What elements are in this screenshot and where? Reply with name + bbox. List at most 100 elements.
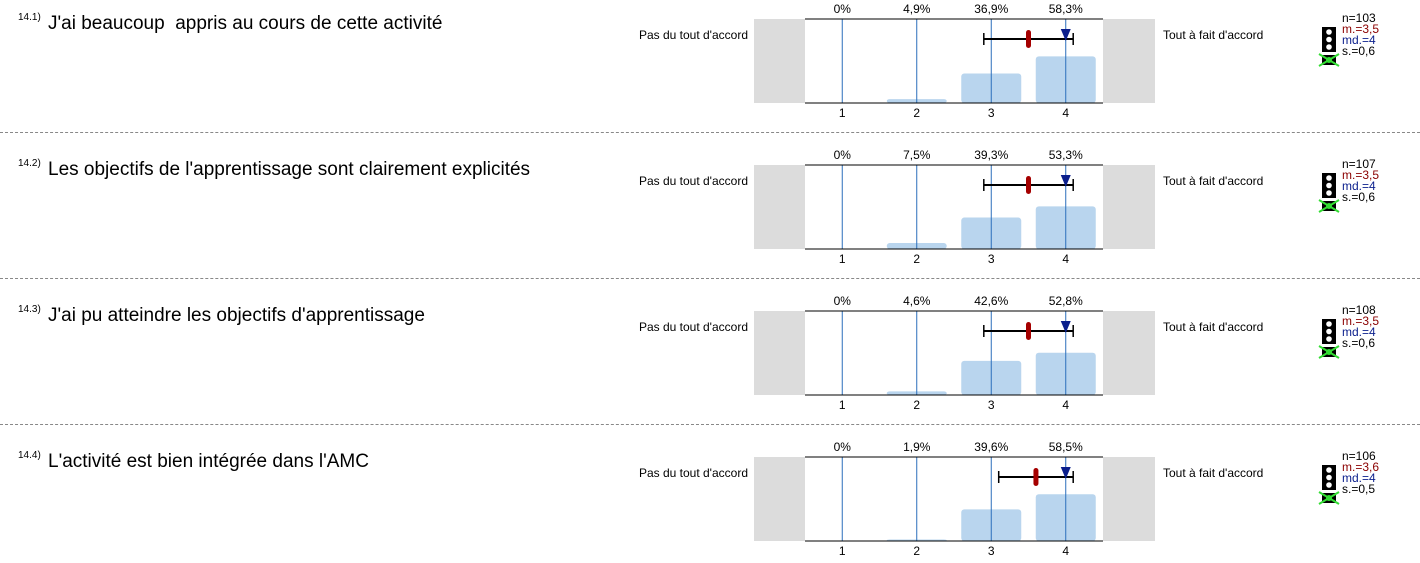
value-label: 0% — [834, 440, 852, 454]
left-label: Pas du tout d'accord — [639, 320, 748, 334]
question-number: 14.4) — [18, 450, 41, 461]
gray-box — [754, 19, 805, 103]
stat-median: md.=4 — [1342, 33, 1376, 47]
value-label: 39,6% — [974, 440, 1008, 454]
stat-median: md.=4 — [1342, 179, 1376, 193]
question-row: 14.1) J'ai beaucoup appris au cours de ce… — [0, 0, 1420, 146]
stat-sd: s.=0,6 — [1342, 44, 1375, 58]
right-label: Tout à fait d'accord — [1163, 174, 1263, 188]
light — [1326, 482, 1332, 488]
green-x — [1318, 491, 1340, 505]
stat-sd: s.=0,6 — [1342, 336, 1375, 350]
value-label: 53,3% — [1049, 148, 1083, 162]
x-tick-label: 1 — [839, 252, 846, 266]
left-label: Pas du tout d'accord — [639, 466, 748, 480]
value-label: 39,3% — [974, 148, 1008, 162]
stat-sd: s.=0,5 — [1342, 482, 1375, 496]
value-label: 7,5% — [903, 148, 931, 162]
value-label: 52,8% — [1049, 294, 1083, 308]
median-marker — [1060, 467, 1071, 479]
value-label: 42,6% — [974, 294, 1008, 308]
question-number: 14.3) — [18, 304, 41, 315]
stat-mean: m.=3,6 — [1342, 460, 1379, 474]
median-marker — [1060, 175, 1071, 187]
gray-box — [754, 457, 805, 541]
value-label: 4,6% — [903, 294, 931, 308]
green-x — [1318, 53, 1340, 67]
stat-mean: m.=3,5 — [1342, 22, 1379, 36]
light — [1326, 467, 1332, 473]
stat-mean: m.=3,5 — [1342, 314, 1379, 328]
question-row: 14.3) J'ai pu atteindre les objectifs d'a… — [0, 292, 1420, 438]
x-tick-label: 2 — [913, 398, 920, 412]
x-tick-label: 4 — [1062, 252, 1069, 266]
separator — [0, 132, 1420, 133]
stat-mean: m.=3,5 — [1342, 168, 1379, 182]
light — [1326, 175, 1332, 181]
question-title: L'activité est bien intégrée dans l'AMC — [48, 451, 369, 472]
gray-box — [1103, 311, 1155, 395]
median-marker — [1060, 321, 1071, 333]
gray-box — [1103, 457, 1155, 541]
light — [1326, 44, 1332, 50]
stat-n: n=103 — [1342, 11, 1376, 25]
stat-median: md.=4 — [1342, 471, 1376, 485]
question-number: 14.2) — [18, 158, 41, 169]
chart: Pas du tout d'accord Tout à fait d'accord… — [639, 440, 1379, 558]
value-label: 0% — [834, 2, 852, 16]
question-row: 14.2) Les objectifs de l'apprentissage so… — [0, 146, 1420, 292]
stat-n: n=107 — [1342, 157, 1376, 171]
chart: Pas du tout d'accord Tout à fait d'accord… — [639, 2, 1379, 120]
light — [1326, 328, 1332, 335]
gray-box — [1103, 19, 1155, 103]
x-tick-label: 2 — [913, 544, 920, 558]
mean-marker — [1033, 468, 1039, 486]
gray-box — [754, 165, 805, 249]
mean-marker — [1026, 176, 1031, 194]
green-x — [1318, 199, 1340, 213]
value-label: 0% — [834, 148, 852, 162]
x-tick-label: 2 — [913, 106, 920, 120]
question-title: J'ai pu atteindre les objectifs d'appren… — [48, 305, 425, 326]
question-row: 14.4) L'activité est bien intégrée dans l… — [0, 438, 1420, 563]
right-label: Tout à fait d'accord — [1163, 28, 1263, 42]
x-tick-label: 1 — [839, 398, 846, 412]
light — [1326, 182, 1332, 189]
gray-box — [1103, 165, 1155, 249]
question-title: Les objectifs de l'apprentissage sont cl… — [48, 159, 531, 180]
gray-box — [754, 311, 805, 395]
median-marker — [1060, 29, 1071, 41]
light — [1326, 336, 1332, 342]
green-x — [1318, 345, 1340, 359]
left-label: Pas du tout d'accord — [639, 28, 748, 42]
question-title: J'ai beaucoup appris au cours de cette a… — [48, 13, 443, 34]
light — [1326, 29, 1332, 35]
separator — [0, 424, 1420, 425]
right-label: Tout à fait d'accord — [1163, 466, 1263, 480]
x-tick-label: 3 — [988, 252, 995, 266]
x-tick-label: 4 — [1062, 544, 1069, 558]
stat-n: n=106 — [1342, 449, 1376, 463]
x-tick-label: 2 — [913, 252, 920, 266]
chart: Pas du tout d'accord Tout à fait d'accord… — [639, 148, 1379, 266]
mean-marker — [1026, 322, 1031, 340]
x-tick-label: 3 — [988, 544, 995, 558]
chart: Pas du tout d'accord Tout à fait d'accord… — [639, 294, 1379, 412]
value-label: 1,9% — [903, 440, 931, 454]
x-tick-label: 1 — [839, 106, 846, 120]
value-label: 58,3% — [1049, 2, 1083, 16]
question-number: 14.1) — [18, 12, 41, 23]
separator — [0, 278, 1420, 279]
light — [1326, 36, 1332, 43]
value-label: 4,9% — [903, 2, 931, 16]
left-label: Pas du tout d'accord — [639, 174, 748, 188]
x-tick-label: 3 — [988, 106, 995, 120]
stat-median: md.=4 — [1342, 325, 1376, 339]
stat-sd: s.=0,6 — [1342, 190, 1375, 204]
x-tick-label: 1 — [839, 544, 846, 558]
stat-n: n=108 — [1342, 303, 1376, 317]
x-tick-label: 4 — [1062, 398, 1069, 412]
value-label: 58,5% — [1049, 440, 1083, 454]
value-label: 0% — [834, 294, 852, 308]
